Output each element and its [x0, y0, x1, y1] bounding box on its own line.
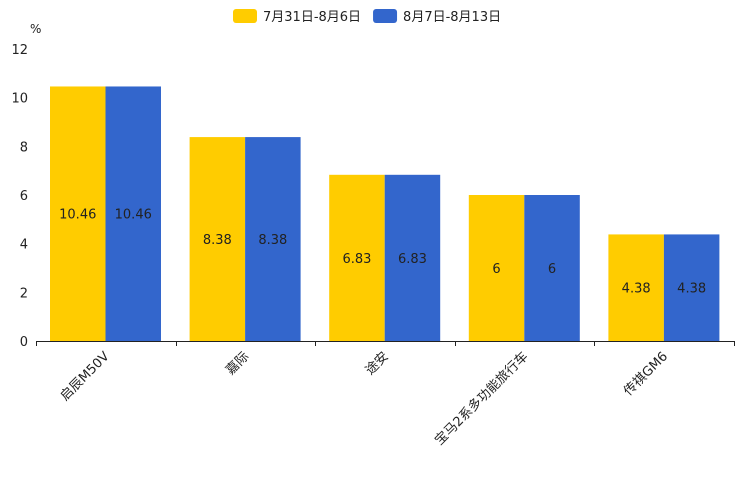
bar-value-label: 4.38 [677, 282, 706, 297]
bar [384, 174, 441, 341]
y-tick-label: 0 [20, 335, 28, 350]
legend-swatch [373, 9, 398, 23]
bar [50, 86, 106, 342]
y-axis-unit: % [30, 22, 41, 36]
bar-value-label: 8.38 [258, 233, 287, 248]
x-tick-label: 嘉际 [223, 349, 252, 378]
legend-label: 7月31日-8月6日 [263, 10, 361, 25]
bar [524, 195, 580, 341]
legend-label: 8月7日-8月13日 [403, 10, 501, 25]
bar-value-label: 6.83 [398, 252, 427, 267]
y-tick-label: 12 [11, 43, 28, 58]
y-tick-label: 4 [20, 238, 28, 253]
bar-value-label: 10.46 [115, 208, 152, 223]
bar [245, 137, 301, 341]
legend: 7月31日-8月6日 8月7日-8月13日 [233, 9, 501, 25]
y-tick-label: 6 [20, 189, 28, 204]
legend-swatch [233, 9, 257, 23]
bar [329, 174, 385, 341]
x-axis: 启辰M50V 嘉际 途安 宝马2系多功能旅行车 传祺GM6 [36, 341, 735, 448]
y-tick-label: 2 [20, 286, 28, 301]
y-tick-label: 10 [11, 92, 28, 107]
bar [663, 234, 720, 341]
bar-value-label: 6 [548, 262, 556, 277]
bar-value-label: 10.46 [59, 208, 96, 223]
bar [468, 195, 525, 341]
x-tick-label: 途安 [362, 349, 392, 379]
bar-value-label: 6.83 [342, 252, 371, 267]
bar-value-label: 8.38 [203, 233, 232, 248]
bar [105, 86, 161, 342]
x-tick-label: 启辰M50V [58, 349, 113, 404]
bar-value-label: 4.38 [622, 282, 651, 297]
bars: 10.46 10.46 8.38 8.38 6.83 6.83 6 6 4.38 4.38 [50, 86, 720, 342]
y-axis: 0 2 4 6 8 10 12 [11, 43, 28, 350]
bar [189, 137, 246, 341]
bar [608, 234, 664, 341]
y-tick-label: 8 [20, 140, 28, 155]
bar-value-label: 6 [492, 262, 500, 277]
x-tick-label: 传祺GM6 [621, 349, 671, 399]
x-tick-label: 宝马2系多功能旅行车 [432, 349, 532, 449]
